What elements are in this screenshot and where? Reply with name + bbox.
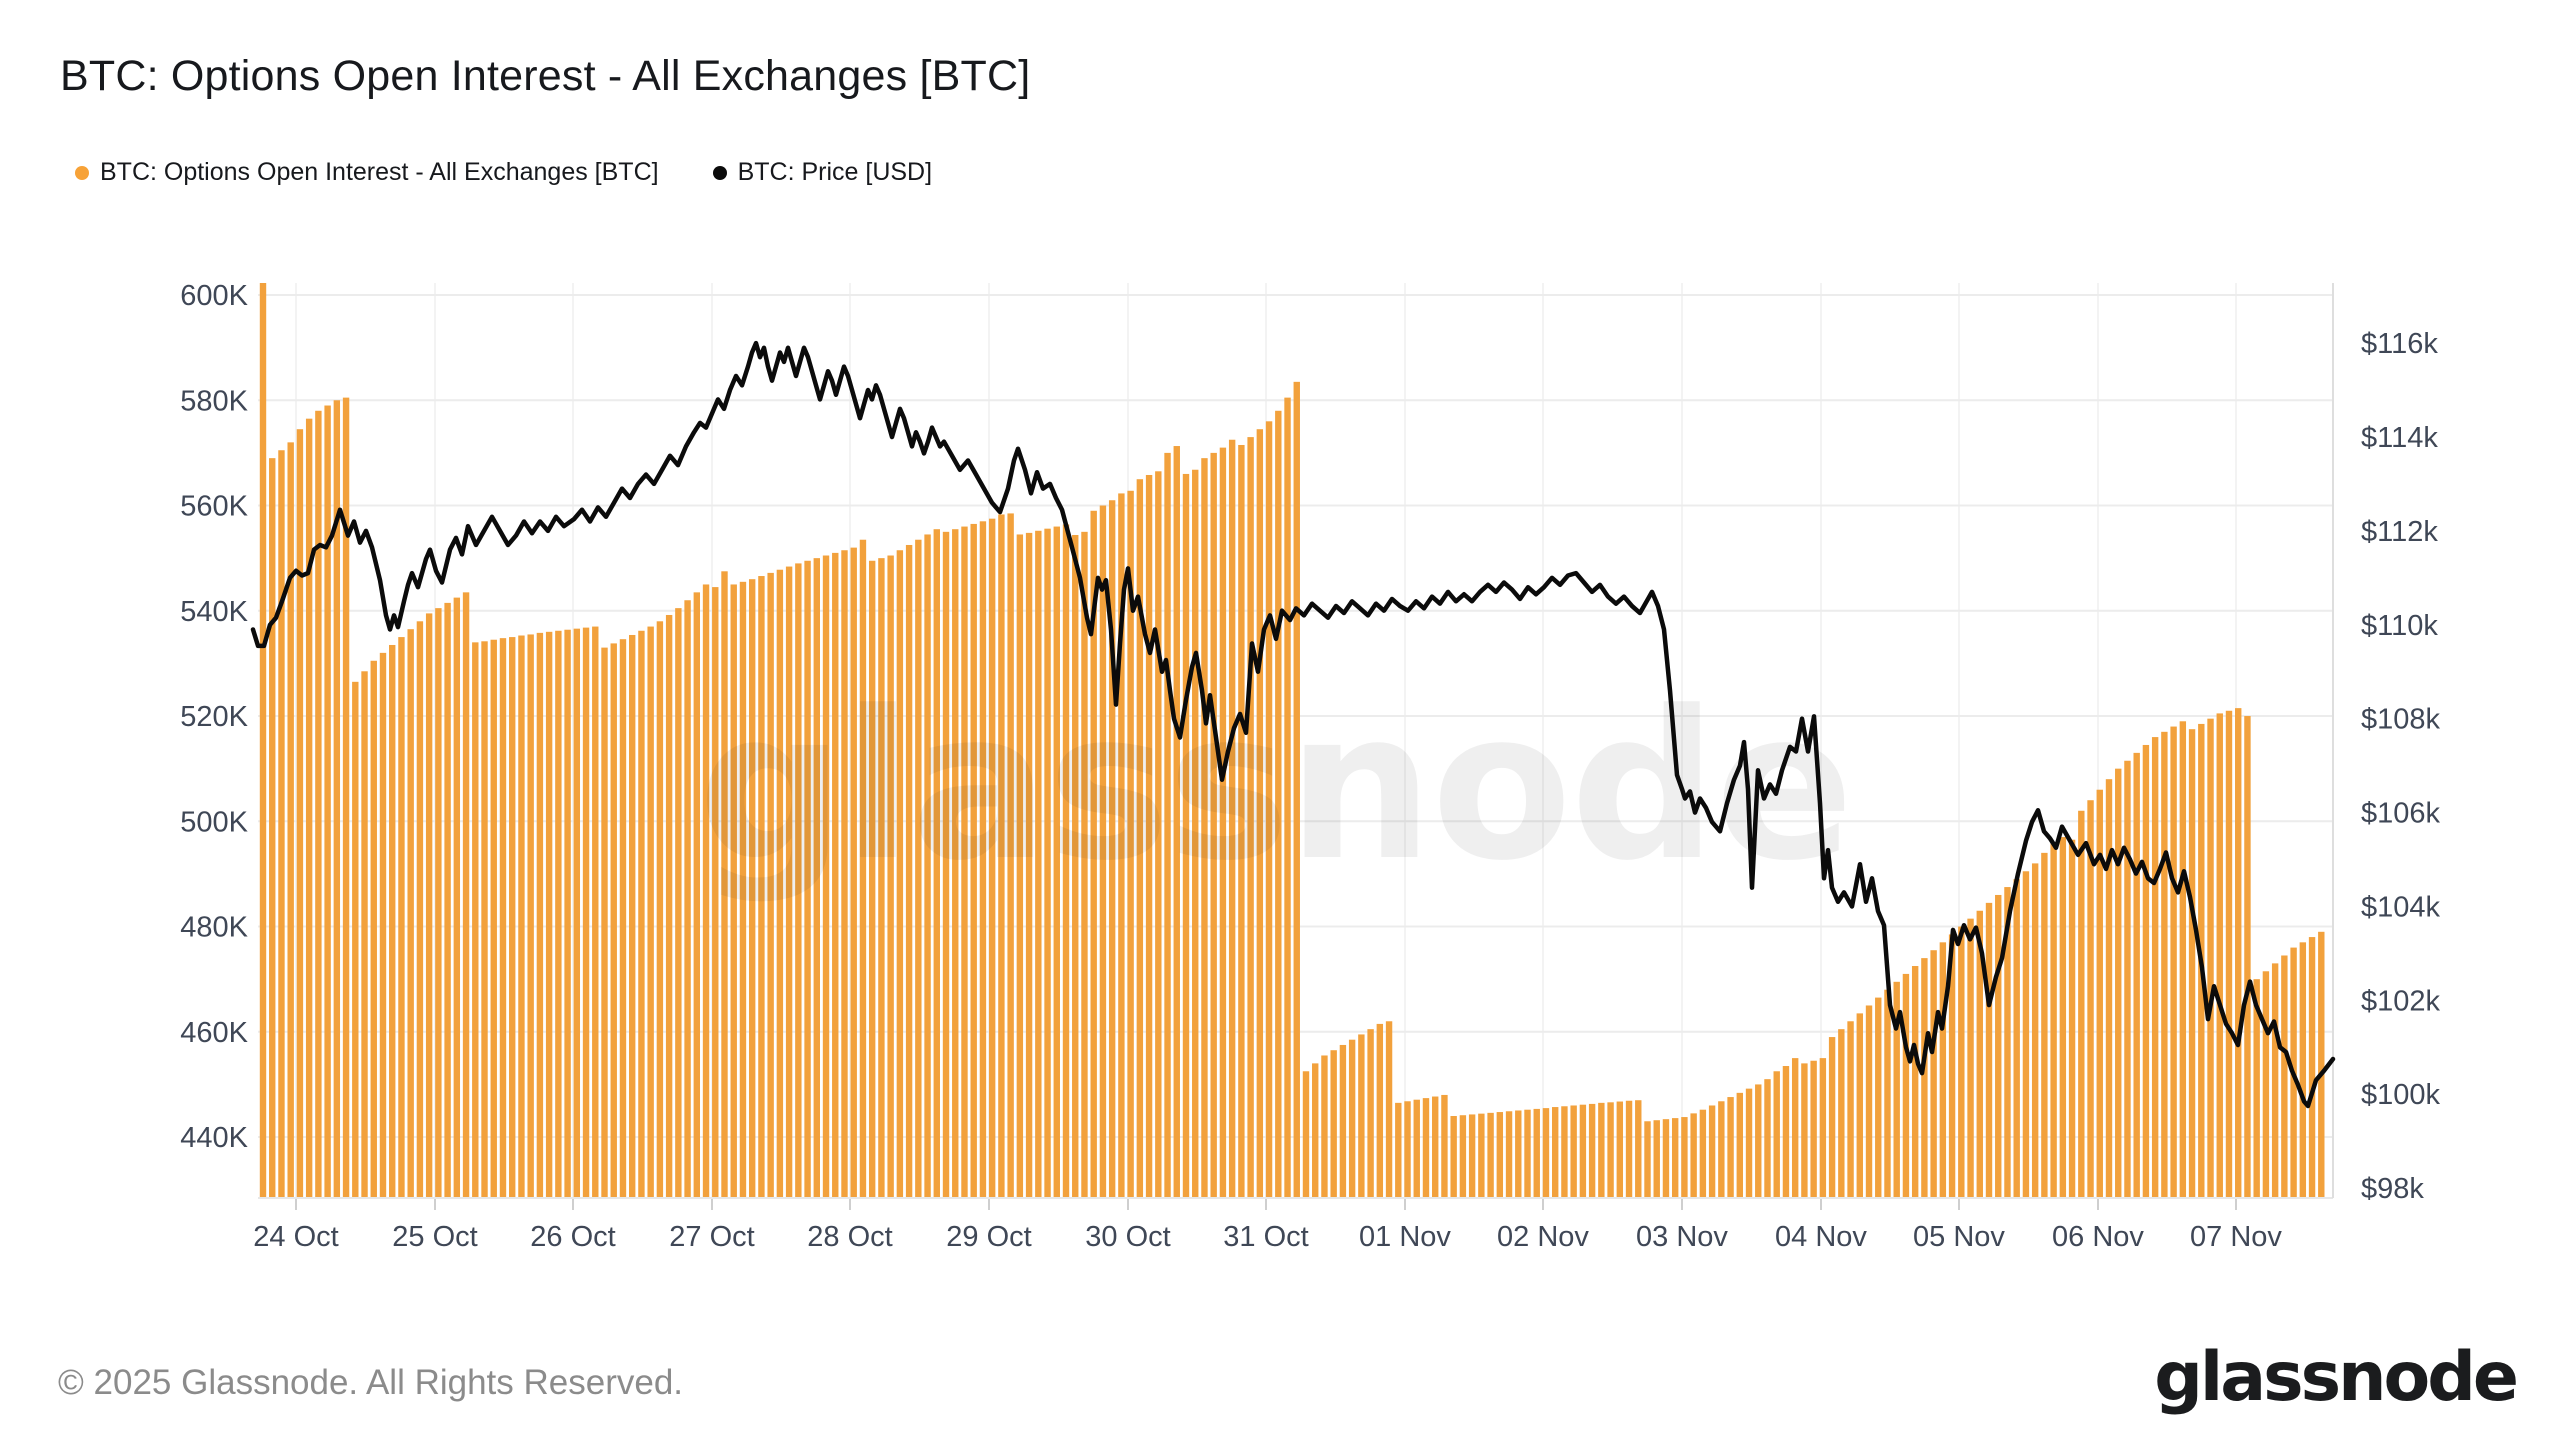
right-axis-label: $104k xyxy=(2361,891,2441,923)
x-axis-label: 28 Oct xyxy=(807,1221,892,1253)
left-axis-label: 580K xyxy=(180,385,248,417)
x-axis-label: 31 Oct xyxy=(1223,1221,1308,1253)
legend-item-open-interest[interactable]: BTC: Options Open Interest - All Exchang… xyxy=(75,158,659,187)
right-axis-label: $106k xyxy=(2361,798,2441,830)
x-axis-label: 04 Nov xyxy=(1775,1221,1867,1253)
left-axis-label: 560K xyxy=(180,491,248,523)
right-axis-label: $100k xyxy=(2361,1079,2441,1111)
oi-bars-series xyxy=(259,283,2325,1199)
right-axis-label: $110k xyxy=(2361,610,2438,642)
x-axis-label: 02 Nov xyxy=(1497,1221,1589,1253)
right-axis-label: $112k xyxy=(2361,516,2438,548)
left-axis-label: 480K xyxy=(180,912,248,944)
right-axis-label: $98k xyxy=(2361,1173,2424,1205)
x-axis-label: 30 Oct xyxy=(1085,1221,1170,1253)
x-axis-label: 06 Nov xyxy=(2052,1221,2144,1253)
left-axis-label: 600K xyxy=(180,280,248,312)
x-axis-label: 24 Oct xyxy=(253,1221,338,1253)
left-axis-label: 500K xyxy=(180,806,248,838)
price-line-series xyxy=(250,340,2336,1109)
left-axis-label: 520K xyxy=(180,701,248,733)
right-axis-label: $108k xyxy=(2361,704,2441,736)
glassnode-logo: glassnode xyxy=(2154,1338,2519,1417)
legend-label-open-interest: BTC: Options Open Interest - All Exchang… xyxy=(100,158,659,186)
x-axis-label: 25 Oct xyxy=(392,1221,477,1253)
x-axis-label: 01 Nov xyxy=(1359,1221,1451,1253)
right-axis-label: $102k xyxy=(2361,985,2441,1017)
copyright-text: © 2025 Glassnode. All Rights Reserved. xyxy=(58,1363,684,1402)
right-axis-label: $116k xyxy=(2361,328,2438,360)
x-axis-label: 29 Oct xyxy=(946,1221,1031,1253)
right-axis-label: $114k xyxy=(2361,422,2438,454)
x-axis-label: 05 Nov xyxy=(1913,1221,2005,1253)
x-axis-label: 07 Nov xyxy=(2190,1221,2282,1253)
legend-item-price[interactable]: BTC: Price [USD] xyxy=(712,158,933,187)
left-axis-label: 540K xyxy=(180,596,248,628)
chart-title: BTC: Options Open Interest - All Exchang… xyxy=(60,52,1031,100)
left-axis-label: 460K xyxy=(180,1017,248,1049)
legend-label-price: BTC: Price [USD] xyxy=(737,158,933,186)
left-axis-label: 440K xyxy=(180,1122,248,1154)
legend-dot-price-icon xyxy=(712,165,727,180)
legend-dot-open-interest-icon xyxy=(75,165,89,180)
x-axis-label: 27 Oct xyxy=(669,1221,754,1253)
x-axis-label: 03 Nov xyxy=(1636,1221,1728,1253)
chart-legend: BTC: Options Open Interest - All Exchang… xyxy=(75,158,932,187)
x-axis-label: 26 Oct xyxy=(530,1221,615,1253)
